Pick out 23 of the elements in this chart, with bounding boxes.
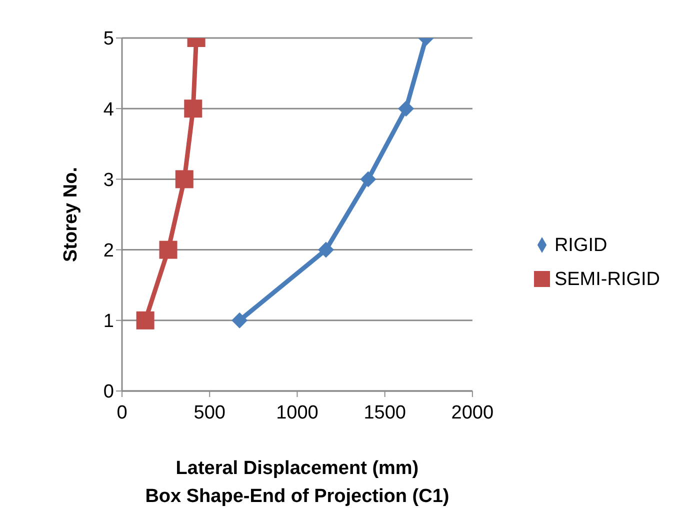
x-axis-title: Lateral Displacement (mm) Box Shape-End of Projection (C1) <box>145 458 450 507</box>
y-tick-label: 1 <box>103 311 114 332</box>
point <box>184 100 202 118</box>
y-tick-label: 5 <box>103 28 114 50</box>
y-tick-label: 2 <box>103 240 114 262</box>
point <box>136 311 154 330</box>
point <box>398 100 414 117</box>
point <box>360 171 376 188</box>
legend-label: SEMI-RIGID <box>554 268 660 290</box>
x-tick-label: 2000 <box>451 402 494 424</box>
y-tick-label: 0 <box>103 382 114 403</box>
point <box>159 240 178 259</box>
x-tick-label: 0 <box>116 402 128 424</box>
point <box>232 312 248 328</box>
point <box>318 242 334 258</box>
point <box>175 170 194 188</box>
x-tick-label: 1500 <box>364 402 406 424</box>
y-tick-label: 3 <box>103 170 114 191</box>
legend-label: RIGID <box>554 234 608 256</box>
y-axis-title: Storey No. <box>60 166 82 262</box>
x-tick-label: 500 <box>194 402 226 424</box>
y-tick-label: 4 <box>103 99 114 120</box>
x-tick-label: 1000 <box>276 402 318 424</box>
